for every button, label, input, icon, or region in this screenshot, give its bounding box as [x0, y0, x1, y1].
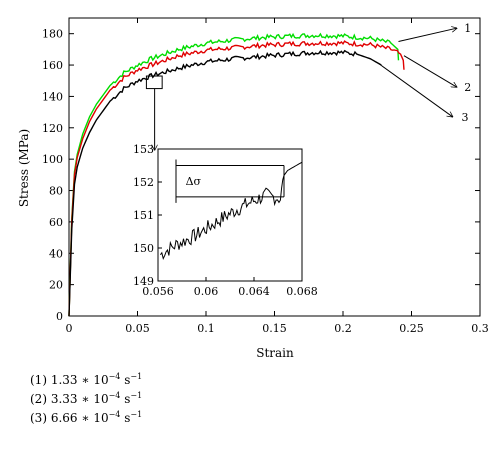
legend-exp2: −1: [130, 391, 143, 400]
y-tick-label: 140: [42, 90, 63, 103]
x-tick-label: 0.2: [334, 322, 352, 335]
series-line-3: [68, 49, 382, 317]
y-tick-label: 180: [42, 28, 63, 41]
legend-exp: −4: [108, 391, 121, 400]
delta-sigma-label: Δσ: [186, 175, 202, 188]
inset-x-tick-label: 0.056: [142, 285, 174, 298]
legend-prefix: (2) 3.33 ∗ 10: [30, 392, 109, 406]
inset-x-tick-label: 0.06: [194, 285, 219, 298]
x-axis-label: Strain: [256, 346, 294, 360]
legend-item-1: (1) 1.33 ∗ 10−4 s−1: [30, 372, 142, 387]
callout-arrow-3: [378, 63, 453, 116]
legend-prefix: (3) 6.66 ∗ 10: [30, 411, 109, 425]
main-series-group: [68, 32, 405, 317]
inset-x-tick-label: 0.068: [286, 285, 318, 298]
legend-mid: s: [120, 373, 131, 387]
x-tick-label: 0.05: [125, 322, 150, 335]
legend-exp: −4: [108, 372, 121, 381]
x-tick-label: 0.1: [197, 322, 215, 335]
inset-y-tick-label: 150: [133, 242, 154, 255]
x-tick-label: 0.15: [262, 322, 287, 335]
legend-exp2: −1: [130, 410, 143, 419]
y-tick-label: 100: [42, 153, 63, 166]
inset-y-tick-label: 153: [133, 143, 154, 156]
y-tick-label: 0: [56, 310, 63, 323]
main-plot-area: 0 0.05 0.1 0.15 0.2 0.25 0.3 0 20 40 60 80 100 120 140…: [42, 17, 489, 335]
inset-plot: 0.056 0.06 0.064 0.068 149 150 151 152 153 Δσ: [133, 143, 318, 298]
x-tick-label: 0: [66, 322, 73, 335]
inset-x-tick-label: 0.064: [238, 285, 270, 298]
y-tick-label: 80: [49, 185, 63, 198]
legend-mid: s: [120, 411, 131, 425]
callout-label-1: 1: [464, 22, 471, 35]
y-tick-label: 20: [49, 279, 63, 292]
x-tick-label: 0.3: [471, 322, 489, 335]
y-tick-label: 160: [42, 59, 63, 72]
legend-exp2: −1: [130, 372, 143, 381]
inset-y-tick-label: 151: [133, 209, 154, 222]
series-line-2: [68, 40, 405, 317]
legend-item-2: (2) 3.33 ∗ 10−4 s−1: [30, 391, 142, 406]
series-callouts: 1 2 3: [145, 22, 471, 150]
series-line-1: [68, 32, 400, 317]
legend-mid: s: [120, 392, 131, 406]
callout-label-3: 3: [461, 111, 468, 124]
legend-item-3: (3) 6.66 ∗ 10−4 s−1: [30, 410, 142, 425]
x-tick-label: 0.25: [399, 322, 424, 335]
y-tick-label: 120: [42, 122, 63, 135]
inset-y-tick-label: 149: [133, 275, 154, 288]
callout-label-2: 2: [464, 81, 471, 94]
legend-exp: −4: [108, 410, 121, 419]
legend-prefix: (1) 1.33 ∗ 10: [30, 373, 109, 387]
y-tick-label: 40: [49, 247, 63, 260]
inset-y-tick-label: 152: [133, 176, 154, 189]
callout-arrow-2: [403, 55, 457, 87]
inset-series-line: [159, 161, 303, 260]
callout-arrow-1: [398, 28, 456, 43]
y-tick-label: 60: [49, 216, 63, 229]
y-axis-label: Stress (MPa): [17, 129, 31, 207]
